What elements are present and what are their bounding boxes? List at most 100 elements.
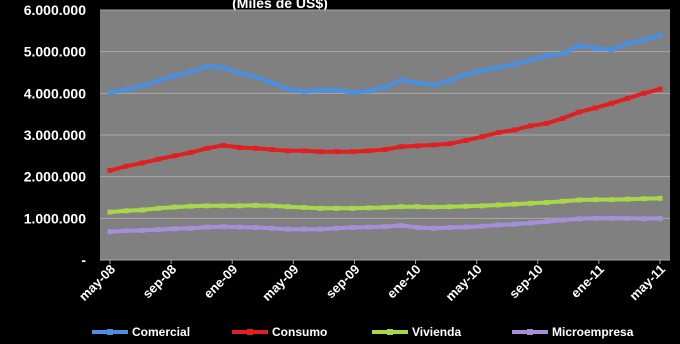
data-point-vivienda: [253, 202, 259, 208]
legend-label-vivienda: Vivienda: [412, 325, 461, 339]
legend: Comercial Consumo Vivienda Microempresa: [92, 325, 634, 339]
data-point-vivienda: [382, 205, 388, 210]
data-point-consumo: [317, 149, 323, 155]
data-point-microempresa: [301, 226, 307, 232]
data-point-consumo: [204, 145, 210, 151]
y-tick-label: 2.000.000: [24, 169, 86, 185]
data-point-vivienda: [333, 205, 339, 211]
data-point-consumo: [269, 147, 275, 153]
data-point-comercial: [156, 78, 162, 84]
data-point-vivienda: [317, 205, 323, 211]
data-point-vivienda: [447, 204, 453, 210]
data-point-microempresa: [236, 224, 242, 230]
x-tick-label: ene-09: [201, 262, 241, 302]
data-point-comercial: [269, 80, 275, 86]
gridlines: [100, 9, 670, 261]
data-point-consumo: [382, 147, 388, 153]
data-point-vivienda: [608, 197, 614, 203]
data-point-microempresa: [269, 225, 275, 231]
data-point-vivienda: [495, 202, 501, 208]
data-point-consumo: [188, 150, 194, 155]
data-point-consumo: [495, 130, 501, 135]
data-point-microempresa: [576, 216, 582, 222]
data-point-consumo: [107, 167, 113, 173]
data-point-comercial: [317, 87, 323, 93]
data-point-microempresa: [156, 227, 162, 233]
data-point-consumo: [576, 109, 582, 115]
x-tick-label: sep-09: [323, 262, 363, 302]
data-point-microempresa: [366, 224, 372, 230]
data-point-vivienda: [269, 203, 275, 209]
data-point-microempresa: [382, 224, 388, 230]
data-point-microempresa: [528, 220, 534, 226]
data-point-microempresa: [253, 225, 259, 230]
data-point-consumo: [625, 95, 631, 101]
data-point-microempresa: [592, 215, 598, 221]
data-point-microempresa: [220, 224, 226, 230]
data-point-comercial: [172, 73, 178, 79]
data-point-microempresa: [608, 215, 614, 221]
data-point-consumo: [123, 163, 129, 169]
legend-marker-vivienda: [387, 329, 393, 335]
data-point-microempresa: [398, 222, 404, 228]
data-point-vivienda: [576, 197, 582, 203]
data-point-microempresa: [447, 225, 453, 230]
data-point-vivienda: [350, 205, 356, 211]
y-tick-label: 5.000.000: [24, 44, 86, 60]
data-point-consumo: [414, 143, 420, 149]
data-point-consumo: [592, 105, 598, 111]
data-point-consumo: [366, 148, 372, 154]
data-point-vivienda: [220, 203, 226, 209]
data-point-vivienda: [641, 196, 647, 202]
data-point-microempresa: [107, 229, 113, 235]
data-point-comercial: [398, 77, 404, 83]
data-point-microempresa: [463, 224, 469, 230]
data-point-microempresa: [414, 225, 420, 230]
data-point-vivienda: [204, 203, 210, 209]
x-tick-label: may-10: [442, 262, 484, 304]
x-tick-label: ene-11: [568, 262, 607, 301]
data-point-comercial: [447, 78, 453, 84]
data-point-consumo: [511, 127, 517, 133]
series-lines: [107, 32, 663, 235]
data-point-comercial: [285, 86, 291, 92]
data-point-microempresa: [350, 225, 356, 230]
data-point-microempresa: [495, 222, 501, 228]
data-point-comercial: [592, 45, 598, 51]
data-point-vivienda: [236, 203, 242, 209]
x-axis: may-08 sep-08 ene-09 may-09 sep-09 ene-10 may-…: [76, 260, 668, 304]
data-point-microempresa: [188, 225, 194, 231]
x-tick-label: may-11: [626, 262, 668, 304]
data-point-comercial: [608, 47, 614, 53]
data-point-microempresa: [172, 226, 178, 232]
data-point-comercial: [528, 57, 534, 63]
data-point-comercial: [414, 80, 420, 86]
data-point-consumo: [544, 120, 550, 126]
legend-label-comercial: Comercial: [132, 325, 190, 339]
data-point-comercial: [366, 88, 372, 94]
data-point-vivienda: [560, 198, 566, 204]
data-point-comercial: [657, 32, 663, 38]
y-tick-label: 1.000.000: [24, 210, 86, 226]
legend-marker-comercial: [107, 329, 113, 335]
data-point-vivienda: [139, 207, 145, 213]
data-point-comercial: [544, 53, 550, 59]
data-point-comercial: [236, 70, 242, 76]
data-point-microempresa: [544, 219, 550, 225]
data-point-vivienda: [172, 204, 178, 210]
data-point-vivienda: [414, 204, 420, 210]
y-tick-label: 3.000.000: [24, 127, 86, 143]
data-point-microempresa: [641, 216, 647, 222]
data-point-consumo: [172, 153, 178, 159]
data-point-vivienda: [398, 204, 404, 210]
data-point-comercial: [107, 90, 113, 95]
data-point-consumo: [220, 142, 226, 148]
data-point-microempresa: [333, 225, 339, 231]
data-point-comercial: [576, 42, 582, 48]
data-point-comercial: [253, 74, 259, 80]
data-point-comercial: [495, 65, 501, 70]
data-point-consumo: [350, 149, 356, 155]
data-point-consumo: [528, 123, 534, 129]
data-point-consumo: [560, 115, 566, 121]
